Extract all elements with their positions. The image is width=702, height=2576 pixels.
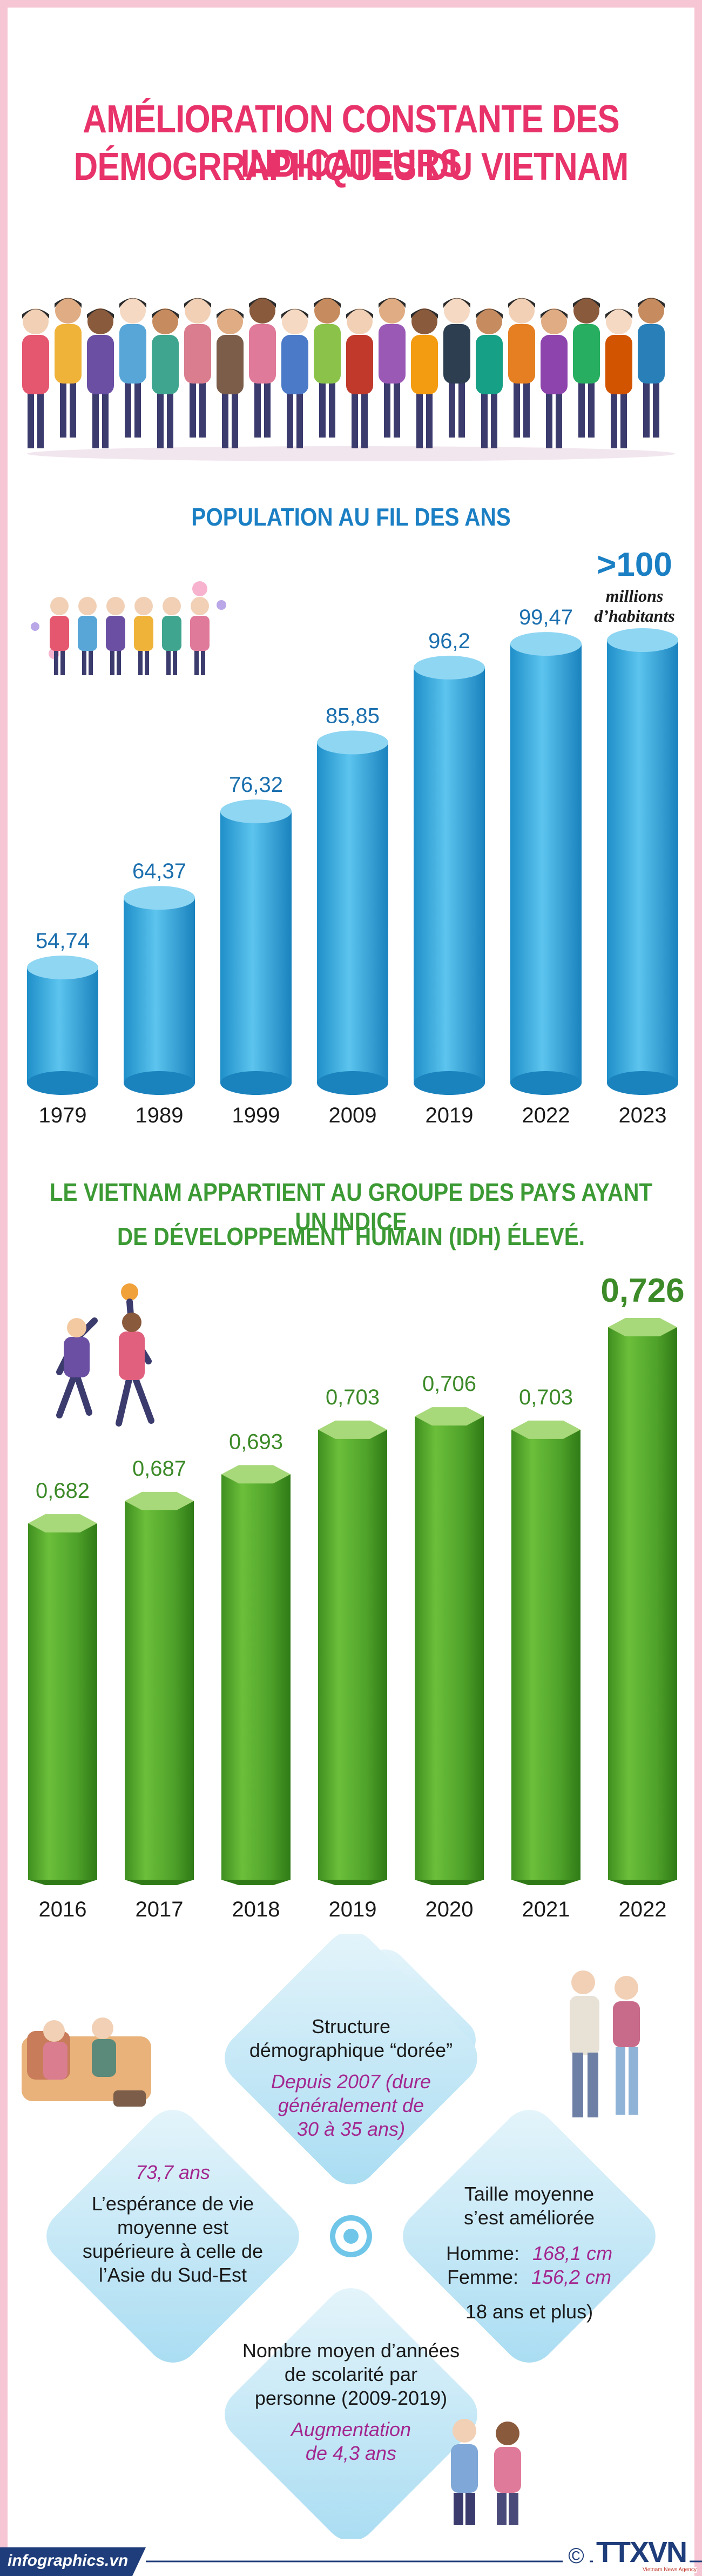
life-text4: l’Asie du Sud-Est <box>98 2264 247 2286</box>
height-male-label: Homme: <box>446 2242 519 2264</box>
diamond-right-shape <box>403 2110 656 2363</box>
school-value2: de 4,3 ans <box>305 2442 397 2464</box>
population-highlight-sub2: d’habitants <box>594 606 675 625</box>
crowd-person <box>443 298 470 438</box>
students-illustration <box>451 2419 521 2525</box>
crowd-person <box>379 298 406 438</box>
footer: infographics.vn © TTXVN Vietnam News Age… <box>0 2535 702 2576</box>
crowd-person <box>87 308 114 448</box>
crowd-person <box>346 308 373 448</box>
family-person <box>162 597 181 675</box>
family-person <box>134 597 153 675</box>
height-title2: s’est améliorée <box>463 2207 595 2229</box>
height-block: Taille moyenne s’est améliorée Homme: 16… <box>416 2182 643 2324</box>
structure-value1: Depuis 2007 (dure <box>271 2070 431 2093</box>
crowd-person <box>281 308 308 448</box>
schooling-block: Nombre moyen d’années de scolarité par p… <box>232 2339 470 2465</box>
crowd-person <box>573 298 600 438</box>
structure-block: Structure démographique “dorée” Depuis 2… <box>248 2015 454 2141</box>
population-title: POPULATION AU FIL DES ANS <box>191 503 511 531</box>
family-person <box>50 597 69 675</box>
height-female-value: 156,2 cm <box>531 2266 612 2288</box>
basketball-players-illustration <box>56 1283 154 1427</box>
crowd-person <box>152 308 179 448</box>
crowd-person <box>605 308 632 448</box>
crowd-person <box>184 298 211 438</box>
center-ring-icon <box>330 2215 372 2257</box>
structure-title1: Structure <box>311 2015 391 2037</box>
height-note: 18 ans et plus) <box>465 2301 593 2323</box>
crowd-person <box>476 308 503 448</box>
young-couple-illustration <box>570 1970 640 2117</box>
family-illustration <box>31 581 226 675</box>
school-value1: Augmentation <box>291 2418 411 2440</box>
crowd-person <box>217 308 244 448</box>
school-title3: personne (2009-2019) <box>254 2387 448 2409</box>
school-title2: de scolarité par <box>284 2363 418 2385</box>
population-highlight: >100 <box>597 546 672 583</box>
crowd-person <box>55 298 82 438</box>
idh-title-line1: LE VIETNAM APPARTIENT AU GROUPE DES PAYS… <box>49 1178 653 1235</box>
footer-site-link[interactable]: infographics.vn <box>8 2552 129 2570</box>
crowd-person <box>541 308 568 448</box>
population-highlight-sub1: millions <box>605 586 664 606</box>
family-person <box>106 597 125 675</box>
height-female-label: Femme: <box>447 2266 518 2288</box>
crowd-person <box>638 298 665 438</box>
ttxvn-logo: TTXVN <box>593 2535 690 2569</box>
height-male-value: 168,1 cm <box>532 2242 613 2264</box>
crowd-person <box>314 298 341 438</box>
family-person <box>190 597 210 675</box>
crowd-person <box>508 298 535 438</box>
structure-value3: 30 à 35 ans) <box>296 2118 406 2140</box>
life-expectancy-block: 73,7 ans L’espérance de vie moyenne est … <box>68 2161 278 2287</box>
main-title-line2: DÉMOGRRAPHIQUES DU VIETNAM <box>73 145 629 189</box>
life-text3: supérieure à celle de <box>82 2240 264 2262</box>
idh-title-line2: DE DÉVELOPPEMENT HUMAIN (IDH) ÉLEVÉ. <box>117 1222 585 1250</box>
diamond-top-shape <box>225 1934 477 2184</box>
ttxvn-subtitle: Vietnam News Agency <box>643 2567 697 2573</box>
crowd-person <box>249 298 276 438</box>
height-title1: Taille moyenne <box>464 2183 595 2205</box>
life-text1: L’espérance de vie <box>91 2192 254 2215</box>
life-value: 73,7 ans <box>135 2161 211 2183</box>
elderly-couple-illustration <box>22 2017 151 2107</box>
crowd-person <box>411 308 438 448</box>
diamond-bottom-shape <box>225 2288 477 2539</box>
main-title-line1: AMÉLIORATION CONSTANTE DES INDICATEURS <box>83 98 619 185</box>
crowd-person <box>119 298 146 438</box>
diamond-left-shape <box>46 2110 299 2363</box>
crowd-person <box>22 308 49 448</box>
copyright-mark: © <box>563 2544 590 2572</box>
family-person <box>78 597 97 675</box>
school-title1: Nombre moyen d’années <box>242 2339 460 2362</box>
structure-value2: généralement de <box>278 2094 424 2116</box>
structure-title2: démographique “dorée” <box>249 2039 453 2061</box>
life-text2: moyenne est <box>117 2216 229 2238</box>
info-diamond-graphic <box>46 1934 656 2539</box>
crowd-illustration <box>22 298 675 461</box>
